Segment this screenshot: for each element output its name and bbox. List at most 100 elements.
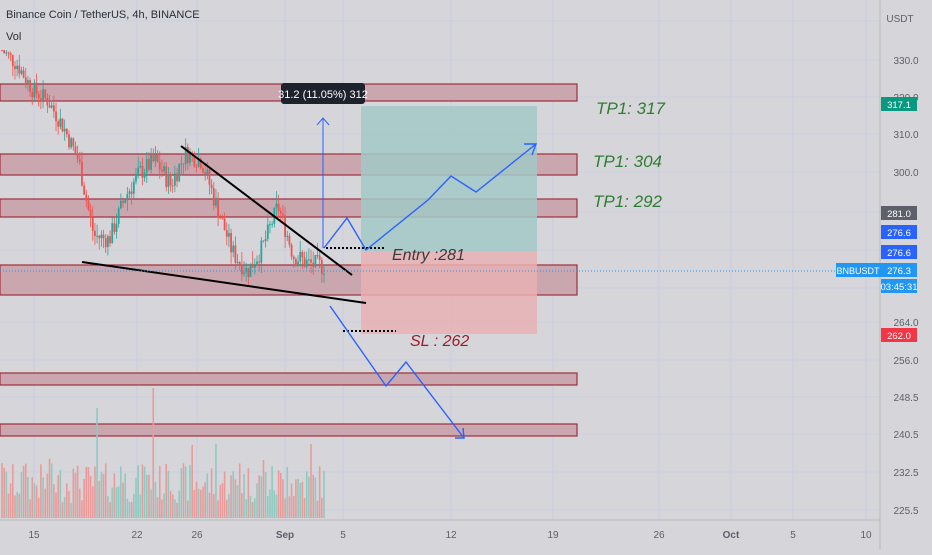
price-label-4: 276.3 [887, 266, 911, 277]
volume-bar [202, 486, 204, 518]
time-tick-3: Sep [276, 530, 294, 541]
candle-body [78, 159, 81, 162]
volume-bar [225, 499, 228, 518]
price-tick-6: 248.5 [893, 393, 918, 404]
candle-body [297, 261, 299, 266]
currency-label: USDT [886, 14, 913, 25]
candle-body [249, 263, 252, 277]
price-tick-8: 232.5 [893, 468, 918, 479]
candle-body [245, 267, 248, 273]
volume-bar [5, 471, 8, 518]
volume-bar [219, 484, 222, 518]
price-tick-3: 300.0 [893, 168, 918, 179]
candle-body [282, 213, 284, 216]
candle-body [48, 105, 51, 108]
candle-body [307, 259, 310, 261]
bearish-projection [329, 305, 465, 439]
volume-bar [176, 502, 178, 518]
candle-body [72, 138, 75, 147]
volume-bar [143, 466, 146, 518]
candle-body [208, 169, 211, 185]
volume-bar [247, 468, 250, 518]
price-label-5: 03:45:31 [881, 282, 918, 293]
volume-bar [83, 478, 85, 518]
candle-body [215, 197, 217, 206]
candle-body [148, 158, 150, 170]
candle-body [70, 138, 73, 148]
symbol-title: Binance Coin / TetherUS, 4h, BINANCE [6, 9, 200, 21]
volume-bar [55, 492, 57, 518]
price-label-bg-0 [881, 97, 917, 111]
volume-bar [297, 478, 299, 518]
tp-317-label: TP1: 317 [596, 99, 666, 118]
wedge-lower-line [81, 261, 367, 304]
candle-body [14, 66, 16, 70]
volume-bar [78, 488, 81, 518]
candle-body [68, 134, 70, 148]
price-label-bg-5 [881, 279, 917, 293]
candle-body [39, 98, 42, 100]
candle-body [180, 163, 183, 165]
candle-body [230, 233, 232, 253]
time-tick-4: 5 [340, 530, 346, 541]
candle-body [42, 89, 44, 100]
price-tick-5: 256.0 [893, 356, 918, 367]
time-tick-2: 26 [191, 530, 203, 541]
candle-body [256, 261, 258, 266]
volume-bar [94, 466, 96, 518]
volume-bar [234, 479, 237, 518]
candle-body [184, 146, 187, 165]
candle-body [124, 200, 127, 203]
candle-body [158, 161, 161, 170]
candle-body [163, 166, 165, 172]
candle-body [94, 230, 96, 237]
volume-bar [40, 464, 42, 518]
candle-body [81, 161, 83, 186]
volume-bar [215, 443, 217, 518]
candle-body [223, 218, 226, 231]
candle-body [113, 223, 116, 232]
volume-bar [20, 472, 23, 518]
volume-bar [16, 491, 18, 518]
candle-body [130, 191, 133, 194]
measure-arrow-head [316, 117, 330, 126]
candle-body [16, 65, 19, 70]
sl-label: SL : 262 [410, 333, 469, 350]
volume-bar [212, 494, 215, 518]
volume-bar [139, 494, 142, 518]
volume-bar [269, 489, 271, 518]
time-tick-7: 26 [653, 530, 665, 541]
candle-body [22, 70, 25, 78]
volume-bar [208, 492, 211, 518]
candle-body [316, 255, 319, 257]
volume-bar [163, 493, 165, 518]
volume-bar [66, 483, 68, 518]
time-tick-0: 15 [28, 530, 40, 541]
candle-body [145, 158, 148, 173]
volume-bar [277, 470, 280, 518]
volume-bar [180, 468, 183, 518]
candle-body [221, 218, 224, 220]
candle-body [240, 264, 243, 275]
candle-body [1, 50, 3, 51]
volume-bar [292, 495, 295, 518]
zone-241 [0, 423, 578, 437]
price-label-bg-2 [881, 225, 917, 239]
volume-bar [230, 475, 232, 518]
volume-bar [107, 496, 109, 518]
candle-body [288, 235, 291, 245]
volume-bar [267, 495, 269, 518]
volume-bar [236, 485, 239, 518]
candle-body [89, 209, 92, 218]
entry-label: Entry :281 [392, 247, 465, 264]
volume-bar [206, 473, 209, 518]
volume-bar [100, 471, 103, 518]
volume-bar [46, 473, 49, 518]
wedge-upper-line [180, 145, 353, 276]
candle-body [139, 166, 142, 168]
candle-body [236, 262, 239, 264]
candle-body [260, 240, 263, 263]
volume-bar [42, 477, 44, 518]
